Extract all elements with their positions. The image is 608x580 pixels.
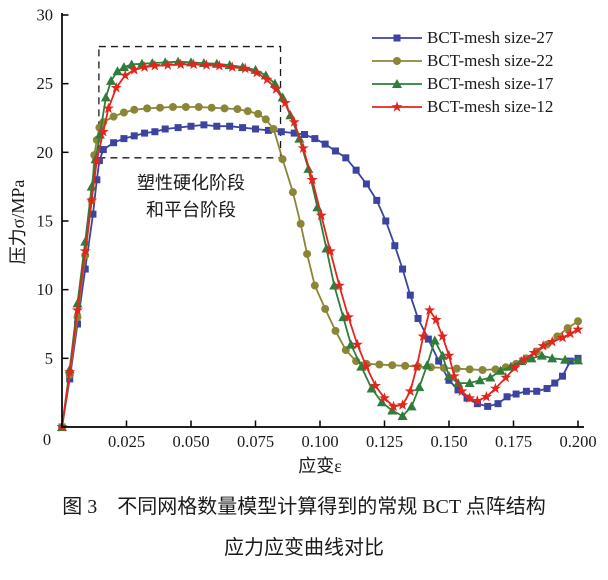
y-tick-label: 20	[37, 143, 54, 162]
x-tick-label: 0.200	[559, 432, 596, 451]
x-tick-label: 0.125	[366, 432, 403, 451]
y-tick-label: 25	[37, 74, 54, 93]
legend-marker-square	[372, 34, 422, 42]
figure-caption-line1: 图 3 不同网格数量模型计算得到的常规 BCT 点阵结构	[62, 496, 546, 518]
legend-item-2: BCT-mesh size-17	[371, 74, 554, 93]
y-tick-label: 10	[37, 280, 54, 299]
x-tick-label-origin: 0	[43, 430, 51, 449]
legend-item-3: BCT-mesh size-12	[371, 97, 554, 116]
x-tick-label: 0.150	[430, 432, 467, 451]
axes: 0 0.025 0.050 0.075 0.100 0.125 0.150 0.175 0.20…	[37, 6, 597, 452]
stage-annotation: 塑性硬化阶段 和平台阶段	[137, 170, 245, 224]
stage-annotation-line2: 和平台阶段	[146, 199, 236, 220]
legend-item-1: BCT-mesh size-22	[371, 51, 554, 70]
legend: BCT-mesh size-27 BCT-mesh size-22 BCT-mesh…	[371, 28, 554, 121]
y-tick-label: 5	[45, 349, 53, 368]
x-tick-label: 0.075	[237, 432, 274, 451]
x-tick-label: 0.050	[172, 432, 209, 451]
legend-marker-circle	[372, 57, 422, 65]
series-0-square	[58, 121, 582, 431]
stage-annotation-line1: 塑性硬化阶段	[137, 172, 245, 193]
series-1-circle	[58, 103, 582, 431]
legend-marker-star	[372, 101, 422, 112]
y-tick-label: 15	[37, 212, 54, 231]
legend-item-0: BCT-mesh size-27	[371, 28, 554, 47]
x-tick-label: 0.025	[108, 432, 145, 451]
legend-marker-triangle	[372, 79, 422, 88]
legend-label: BCT-mesh size-12	[427, 97, 554, 116]
figure-caption-line2: 应力应变曲线对比	[224, 537, 384, 559]
x-axis-label: 应变ε	[298, 456, 342, 476]
x-tick-label: 0.100	[301, 432, 338, 451]
legend-label: BCT-mesh size-22	[427, 51, 554, 70]
y-tick-label: 30	[37, 6, 54, 25]
highlight-box	[98, 45, 282, 159]
stress-strain-chart: 0 0.025 0.050 0.075 0.100 0.125 0.150 0.175 0.20…	[37, 6, 597, 452]
y-axis-label: 压力σ/MPa	[8, 179, 28, 265]
legend-label: BCT-mesh size-27	[427, 28, 554, 47]
x-tick-label: 0.175	[495, 432, 532, 451]
series-3-star	[56, 58, 584, 432]
legend-label: BCT-mesh size-17	[427, 74, 554, 93]
